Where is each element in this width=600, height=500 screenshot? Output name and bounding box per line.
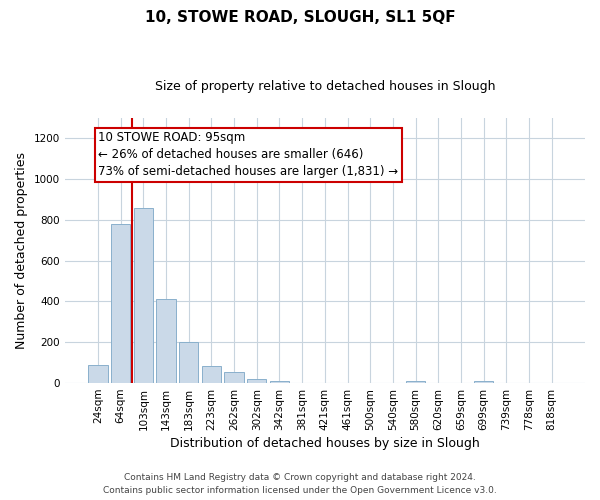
Bar — [224, 372, 244, 383]
Y-axis label: Number of detached properties: Number of detached properties — [15, 152, 28, 349]
Bar — [179, 342, 199, 383]
Bar — [111, 224, 130, 383]
Bar — [247, 378, 266, 383]
Bar — [406, 380, 425, 383]
Text: 10 STOWE ROAD: 95sqm
← 26% of detached houses are smaller (646)
73% of semi-deta: 10 STOWE ROAD: 95sqm ← 26% of detached h… — [98, 131, 398, 178]
X-axis label: Distribution of detached houses by size in Slough: Distribution of detached houses by size … — [170, 437, 480, 450]
Bar — [134, 208, 153, 383]
Bar — [157, 300, 176, 383]
Title: Size of property relative to detached houses in Slough: Size of property relative to detached ho… — [155, 80, 495, 93]
Text: Contains HM Land Registry data © Crown copyright and database right 2024.
Contai: Contains HM Land Registry data © Crown c… — [103, 474, 497, 495]
Text: 10, STOWE ROAD, SLOUGH, SL1 5QF: 10, STOWE ROAD, SLOUGH, SL1 5QF — [145, 10, 455, 25]
Bar — [270, 382, 289, 383]
Bar — [202, 366, 221, 383]
Bar — [88, 364, 107, 383]
Bar — [474, 380, 493, 383]
